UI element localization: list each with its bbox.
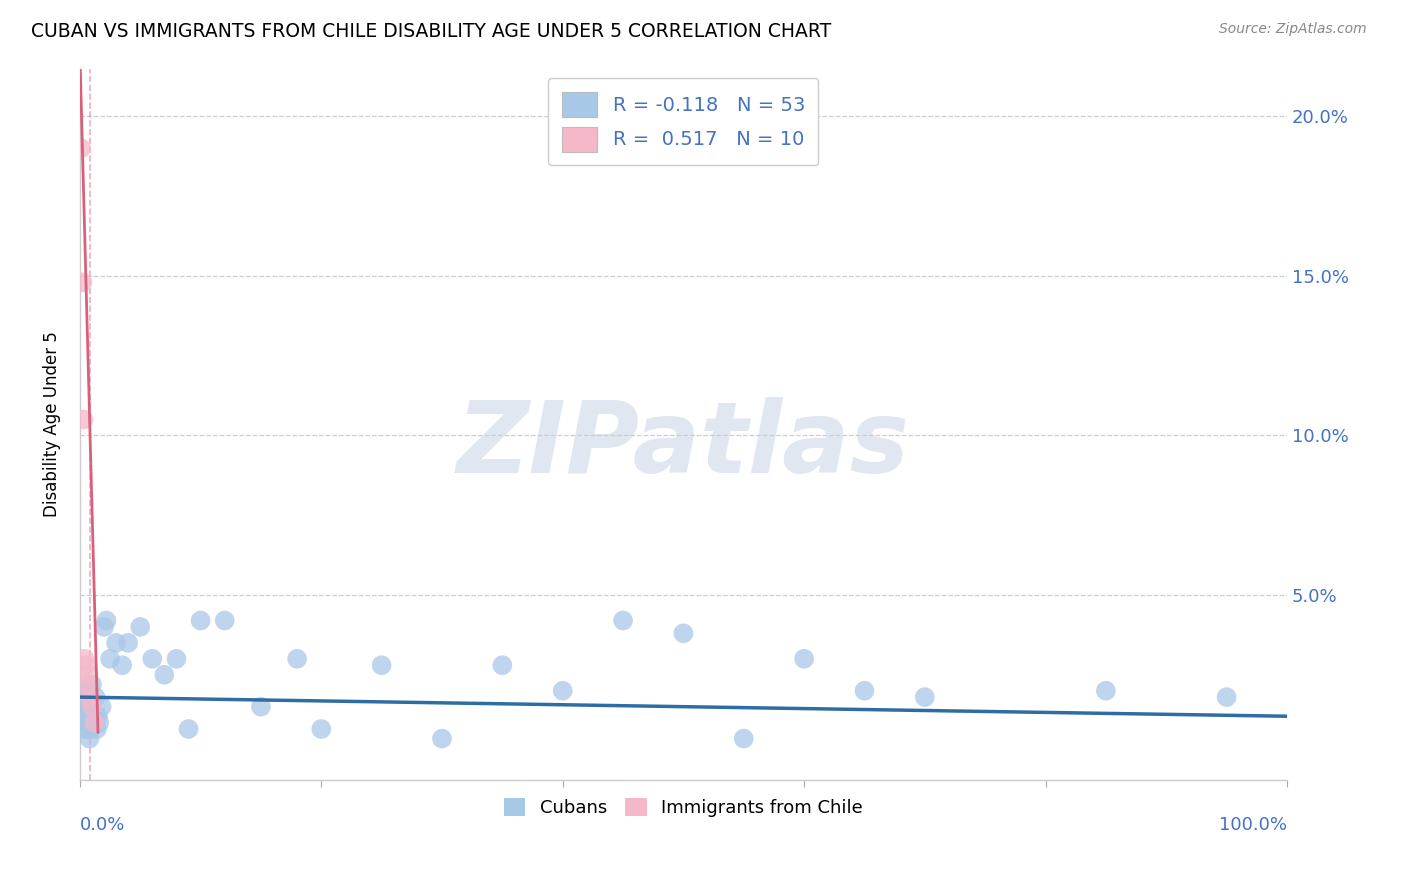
Point xyxy=(612,614,634,628)
Point xyxy=(72,715,94,730)
Point xyxy=(80,677,103,691)
Text: ZIPatlas: ZIPatlas xyxy=(457,397,910,494)
Text: CUBAN VS IMMIGRANTS FROM CHILE DISABILITY AGE UNDER 5 CORRELATION CHART: CUBAN VS IMMIGRANTS FROM CHILE DISABILIT… xyxy=(31,22,831,41)
Point xyxy=(80,715,103,730)
Point xyxy=(430,731,453,746)
Point xyxy=(75,715,97,730)
Point xyxy=(73,699,96,714)
Point xyxy=(117,636,139,650)
Point xyxy=(89,715,111,730)
Point xyxy=(75,658,97,673)
Point xyxy=(77,667,100,681)
Point xyxy=(250,699,273,714)
Point xyxy=(72,412,94,426)
Point xyxy=(153,667,176,681)
Point xyxy=(190,614,212,628)
Point xyxy=(80,699,103,714)
Point xyxy=(83,715,105,730)
Point xyxy=(73,652,96,666)
Point xyxy=(165,652,187,666)
Point xyxy=(1095,683,1118,698)
Point xyxy=(70,141,93,155)
Point xyxy=(96,614,118,628)
Point xyxy=(76,722,98,736)
Point xyxy=(87,709,110,723)
Point xyxy=(214,614,236,628)
Point xyxy=(75,683,97,698)
Point xyxy=(98,652,121,666)
Point xyxy=(111,658,134,673)
Point xyxy=(72,275,94,289)
Point xyxy=(79,709,101,723)
Point xyxy=(84,690,107,705)
Point xyxy=(551,683,574,698)
Point xyxy=(77,715,100,730)
Point xyxy=(733,731,755,746)
Point xyxy=(72,709,94,723)
Legend: R = -0.118   N = 53, R =  0.517   N = 10: R = -0.118 N = 53, R = 0.517 N = 10 xyxy=(548,78,818,165)
Point xyxy=(914,690,936,705)
Point xyxy=(491,658,513,673)
Point xyxy=(129,620,152,634)
Point xyxy=(72,677,94,691)
Point xyxy=(793,652,815,666)
Text: 0.0%: 0.0% xyxy=(80,815,125,834)
Point xyxy=(105,636,128,650)
Point xyxy=(80,699,103,714)
Point xyxy=(90,699,112,714)
Point xyxy=(86,722,108,736)
Point xyxy=(77,690,100,705)
Point xyxy=(79,731,101,746)
Point xyxy=(311,722,333,736)
Text: Source: ZipAtlas.com: Source: ZipAtlas.com xyxy=(1219,22,1367,37)
Point xyxy=(79,690,101,705)
Point xyxy=(93,620,115,634)
Point xyxy=(80,722,103,736)
Point xyxy=(853,683,876,698)
Point xyxy=(177,722,200,736)
Y-axis label: Disability Age Under 5: Disability Age Under 5 xyxy=(44,331,60,517)
Point xyxy=(70,690,93,705)
Point xyxy=(141,652,163,666)
Point xyxy=(370,658,392,673)
Point xyxy=(83,715,105,730)
Point xyxy=(82,709,104,723)
Point xyxy=(76,677,98,691)
Point xyxy=(285,652,308,666)
Text: 100.0%: 100.0% xyxy=(1219,815,1286,834)
Point xyxy=(1215,690,1237,705)
Point xyxy=(73,722,96,736)
Point xyxy=(76,706,98,720)
Point xyxy=(672,626,695,640)
